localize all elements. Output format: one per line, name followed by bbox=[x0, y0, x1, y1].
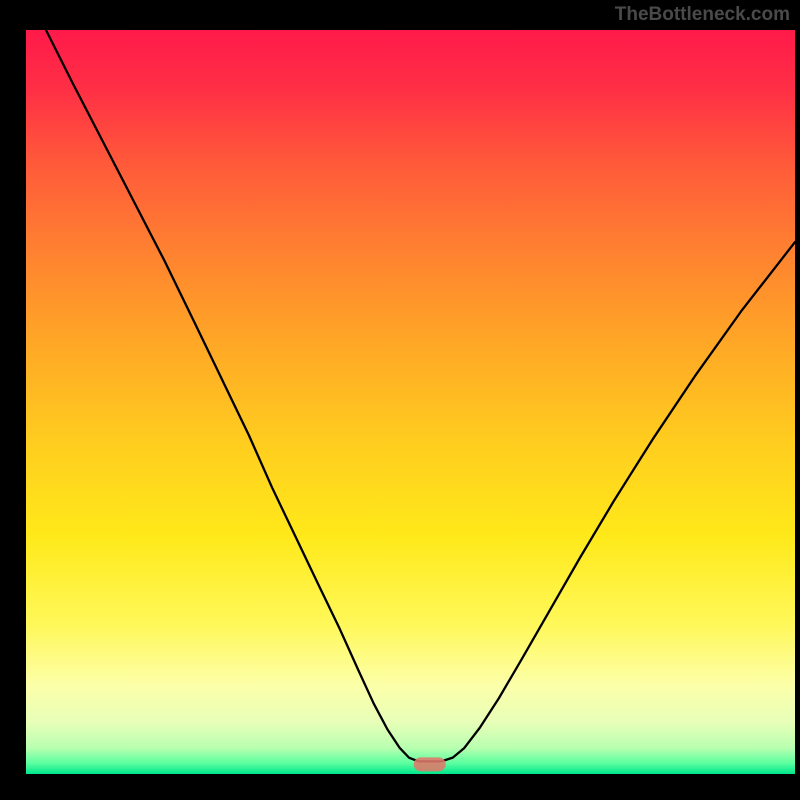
watermark-text: TheBottleneck.com bbox=[615, 4, 790, 26]
chart-container: TheBottleneck.com bbox=[0, 0, 800, 800]
optimal-marker bbox=[414, 757, 446, 771]
chart-plot-area bbox=[26, 30, 795, 774]
bottleneck-chart bbox=[0, 0, 800, 800]
